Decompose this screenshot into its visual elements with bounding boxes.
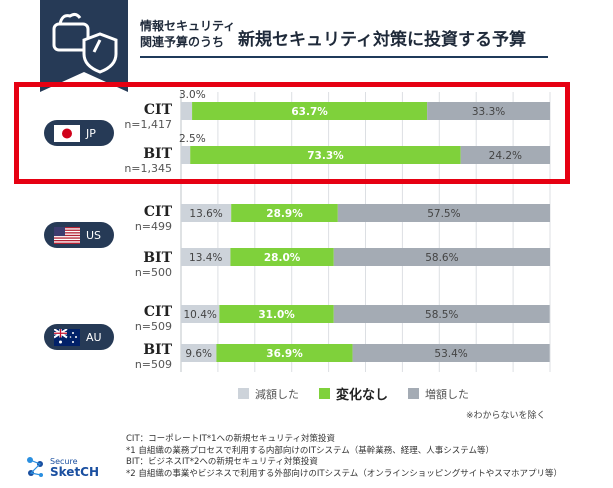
country-pill-jp: JP — [44, 120, 114, 146]
chart-note: ※わからないを除く — [466, 411, 546, 421]
data-label-au-cit-nochange: 31.0% — [258, 309, 295, 321]
row-name: BIT — [143, 342, 172, 358]
row-label-us-cit: CIT n=499 — [112, 204, 172, 234]
data-label-jp-bit-nochange: 73.3% — [307, 150, 344, 162]
data-label-au-bit-nochange: 36.9% — [266, 348, 303, 360]
legend-label-increase: 増額した — [425, 387, 470, 401]
bar-jp-cit-nochange — [192, 102, 428, 120]
row-sample-size: n=509 — [134, 320, 172, 333]
data-label-us-cit-increase: 57.5% — [427, 208, 460, 220]
legend-swatch-decrease — [238, 388, 249, 399]
country-pill-us: US — [44, 222, 114, 248]
row-label-jp-bit: BIT n=1,345 — [112, 146, 172, 176]
row-name: CIT — [143, 102, 172, 118]
row-sample-size: n=500 — [134, 266, 172, 279]
chart-legend: 減額した 変化なし 増額した — [238, 384, 489, 403]
country-code-au: AU — [86, 330, 102, 344]
data-label-au-bit-decrease: 9.6% — [185, 348, 212, 360]
page-title: 新規セキュリティ対策に投資する予算 — [238, 30, 526, 50]
legend-label-nochange: 変化なし — [336, 388, 389, 403]
bar-au-cit-increase — [333, 305, 550, 323]
row-label-jp-cit: CIT n=1,417 — [112, 102, 172, 132]
bar-jp-cit-increase — [427, 102, 550, 120]
row-name: BIT — [143, 146, 172, 162]
bar-jp-bit-increase — [460, 146, 550, 164]
jp-highlight-frame — [14, 82, 570, 184]
row-name: CIT — [143, 304, 172, 320]
data-label-jp-bit-decrease: 2.5% — [179, 133, 206, 145]
data-label-us-bit-decrease: 13.4% — [189, 252, 222, 264]
footnote-2: *2 自組織の事業やビジネスで利用する外部向けのITシステム（オンラインショッピ… — [126, 468, 563, 479]
legend-label-decrease: 減額した — [255, 387, 299, 401]
footnote-bit: BIT：ビジネスIT*2への新規セキュリティ対策投資 — [126, 457, 318, 467]
data-label-au-cit-increase: 58.5% — [425, 309, 458, 321]
bar-au-bit-increase — [352, 344, 550, 362]
wallet-shield-badge-icon — [40, 0, 128, 92]
footnote-1: *1 自組織の業務プロセスで利用する内部向けのITシステム（基幹業務、経理、人事… — [126, 445, 495, 456]
data-label-us-cit-decrease: 13.6% — [189, 208, 222, 220]
japan-flag-icon — [54, 124, 80, 142]
legend-item-decrease: 減額した — [238, 386, 299, 402]
data-label-jp-cit-nochange: 63.7% — [291, 106, 328, 118]
bar-au-bit-decrease — [181, 344, 217, 362]
bar-us-cit-decrease — [181, 204, 232, 222]
bar-us-cit-increase — [337, 204, 550, 222]
data-label-us-cit-nochange: 28.9% — [266, 208, 303, 220]
row-name: BIT — [143, 250, 172, 266]
data-label-jp-cit-increase: 33.3% — [472, 106, 505, 118]
bar-us-bit-increase — [333, 248, 550, 266]
data-label-au-cit-decrease: 10.4% — [184, 309, 217, 321]
row-label-au-bit: BIT n=509 — [112, 342, 172, 372]
row-sample-size: n=499 — [134, 220, 172, 233]
data-label-us-bit-increase: 58.6% — [425, 252, 458, 264]
bar-au-bit-nochange — [216, 344, 353, 362]
row-label-au-cit: CIT n=509 — [112, 304, 172, 334]
row-label-us-bit: BIT n=500 — [112, 250, 172, 280]
country-code-jp: JP — [86, 126, 96, 140]
bar-us-bit-nochange — [230, 248, 334, 266]
bar-jp-bit-decrease — [181, 146, 191, 164]
legend-item-increase: 増額した — [408, 386, 469, 402]
row-sample-size: n=1,345 — [124, 162, 172, 175]
bar-au-cit-decrease — [181, 305, 220, 323]
header-underline — [140, 56, 548, 58]
logo-line1: Secure — [50, 457, 78, 466]
bar-jp-cit-decrease — [181, 102, 193, 120]
bar-au-cit-nochange — [219, 305, 334, 323]
data-label-au-bit-increase: 53.4% — [434, 348, 467, 360]
header-subtitle: 情報セキュリティ 関連予算のうち — [140, 18, 235, 50]
footnote-cit: CIT：コーポレートIT*1への新規セキュリティ対策投資 — [126, 434, 335, 444]
country-code-us: US — [86, 228, 102, 242]
usa-flag-icon — [54, 226, 80, 244]
data-label-us-bit-nochange: 28.0% — [264, 252, 301, 264]
network-nodes-icon — [27, 457, 43, 477]
row-name: CIT — [143, 204, 172, 220]
legend-swatch-increase — [408, 388, 420, 399]
legend-item-nochange: 変化なし — [319, 384, 388, 403]
row-sample-size: n=1,417 — [124, 118, 172, 131]
bar-jp-bit-nochange — [190, 146, 461, 164]
header-subtitle-line1: 情報セキュリティ — [140, 19, 236, 33]
footnotes: CIT：コーポレートIT*1への新規セキュリティ対策投資 *1 自組織の業務プロ… — [126, 434, 562, 480]
australia-flag-icon — [54, 328, 80, 346]
bar-us-cit-nochange — [231, 204, 338, 222]
logo-line2: SketCH — [50, 465, 100, 479]
data-label-jp-bit-increase: 24.2% — [489, 150, 522, 162]
secure-sketch-logo: Secure SketCH — [26, 456, 99, 478]
country-pill-au: AU — [44, 324, 114, 350]
header-subtitle-line2: 関連予算のうち — [140, 35, 225, 49]
data-label-jp-cit-decrease: 3.0% — [179, 89, 206, 101]
row-sample-size: n=509 — [134, 358, 172, 371]
bar-us-bit-decrease — [181, 248, 231, 266]
legend-swatch-nochange — [319, 388, 330, 399]
